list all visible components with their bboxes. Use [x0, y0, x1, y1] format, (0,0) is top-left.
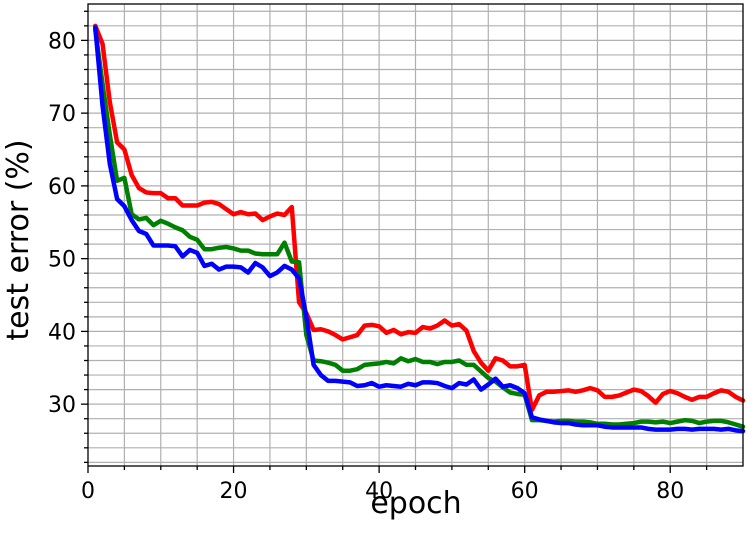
x-axis-label: epoch	[370, 486, 461, 521]
y-tick-label: 60	[48, 175, 76, 200]
y-tick-labels: 30 40 50 60 70 80	[48, 29, 76, 418]
y-tick-label: 30	[48, 393, 76, 418]
axis-ticks	[81, 10, 708, 473]
y-tick-label: 70	[48, 102, 76, 127]
x-tick-label: 60	[511, 479, 539, 504]
y-tick-label: 80	[48, 29, 76, 54]
y-tick-label: 50	[48, 248, 76, 273]
y-axis-label: test error (%)	[1, 139, 36, 340]
x-tick-label: 20	[220, 479, 248, 504]
y-tick-label: 40	[48, 320, 76, 345]
x-tick-labels: 0 20 40 60 80	[81, 479, 684, 504]
series-lines	[93, 23, 746, 434]
series-line-2	[93, 27, 746, 429]
x-tick-label: 80	[656, 479, 684, 504]
series-line-3	[93, 25, 746, 434]
series-line-1	[93, 23, 746, 413]
x-tick-label: 0	[81, 479, 95, 504]
x-tick-label: 40	[365, 479, 393, 504]
